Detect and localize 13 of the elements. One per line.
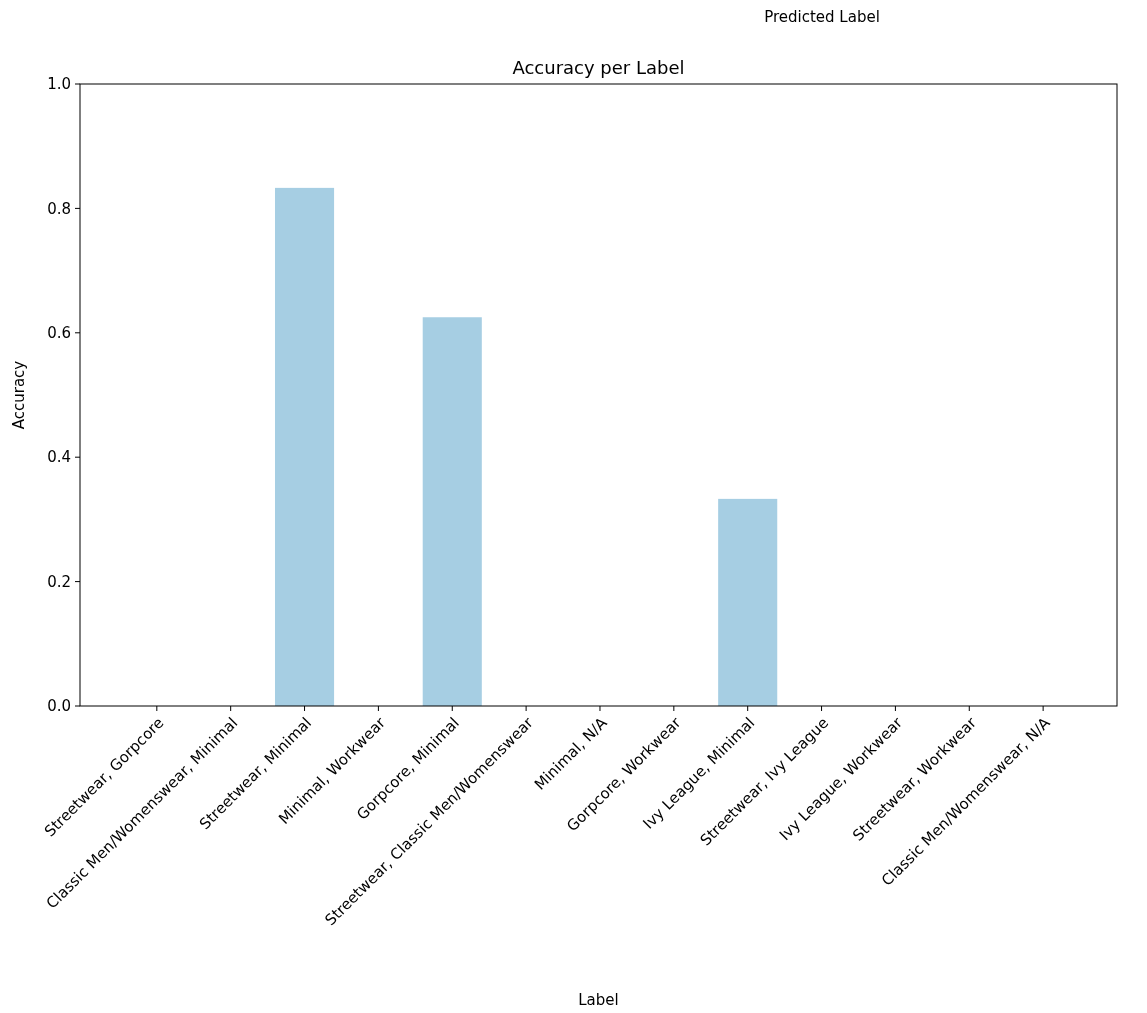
- y-tick-label: 0.4: [47, 448, 71, 467]
- y-axis-title: Accuracy: [10, 360, 28, 430]
- text: Predicted Label: [764, 8, 880, 26]
- y-tick-label: 0.8: [47, 199, 71, 218]
- bar: [274, 187, 335, 706]
- bar: [422, 317, 482, 706]
- y-tick-label: 0.2: [47, 572, 71, 591]
- x-axis-title: Label: [578, 991, 619, 1009]
- chart-title: Accuracy per Label: [512, 57, 685, 78]
- y-tick-label: 0.0: [47, 697, 71, 716]
- bar: [718, 498, 778, 706]
- y-tick-label: 1.0: [47, 75, 71, 94]
- y-tick-label: 0.6: [47, 324, 71, 343]
